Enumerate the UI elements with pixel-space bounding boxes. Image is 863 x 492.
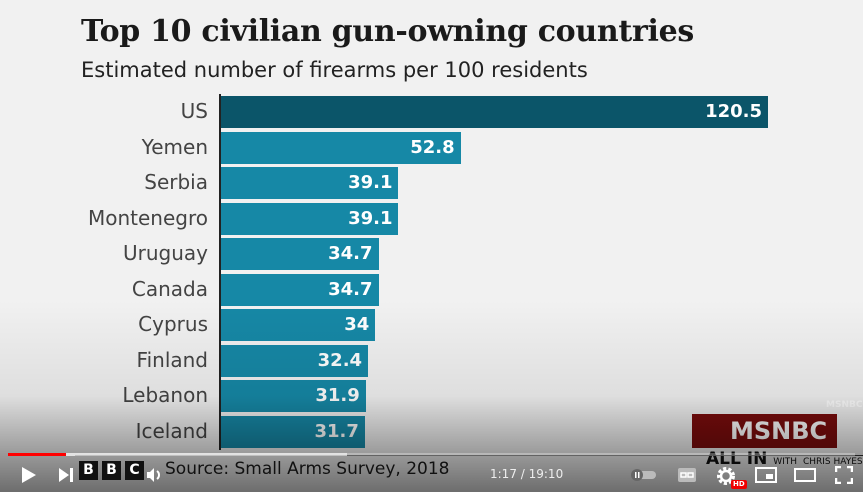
bar-uruguay: 34.7 (221, 238, 379, 270)
data-label: 31.9 (315, 385, 360, 406)
bar-serbia: 39.1 (221, 167, 399, 199)
msnbc-watermark: MSNBC (826, 400, 863, 410)
category-label: Uruguay (123, 241, 208, 265)
bar-iceland: 31.7 (221, 415, 365, 448)
category-label: Cyprus (138, 312, 208, 336)
fullscreen-icon[interactable] (835, 466, 853, 484)
bar-canada: 34.7 (221, 273, 379, 306)
category-label: Lebanon (122, 383, 208, 407)
captions-icon[interactable] (677, 467, 697, 483)
bar-us: 120.5 (221, 96, 768, 128)
chart-title: Top 10 civilian gun-owning countries (81, 14, 694, 49)
chart-source: Source: Small Arms Survey, 2018 (165, 459, 450, 479)
data-label: 120.5 (705, 101, 762, 122)
data-label: 32.4 (317, 349, 363, 371)
category-label: Finland (136, 347, 208, 372)
category-label: Canada (131, 276, 208, 301)
category-label: Serbia (144, 170, 208, 194)
bar-lebanon: 31.9 (221, 380, 366, 412)
bar-yemen: 52.8 (221, 131, 461, 164)
volume-icon[interactable] (146, 466, 164, 484)
time-display: 1:17 / 19:10 (490, 467, 564, 481)
category-label: Yemen (141, 134, 208, 159)
theater-icon[interactable] (794, 467, 816, 483)
bar-cyprus: 34 (221, 309, 376, 341)
hd-badge: HD (731, 480, 747, 489)
category-label: Montenegro (87, 205, 208, 230)
miniplayer-icon[interactable] (755, 467, 777, 483)
data-label: 34.7 (328, 243, 373, 264)
data-label: 34 (344, 314, 370, 335)
data-label: 34.7 (328, 278, 373, 300)
category-label: Iceland (135, 418, 208, 443)
msnbc-logo: MSNBC (692, 414, 837, 448)
data-label: 39.1 (348, 172, 393, 193)
next-icon[interactable] (57, 467, 75, 483)
played-bar (8, 453, 66, 456)
category-label: US (180, 99, 208, 123)
bar-montenegro: 39.1 (221, 202, 399, 235)
chart-subtitle: Estimated number of firearms per 100 res… (81, 58, 588, 82)
data-label: 31.7 (314, 420, 359, 442)
autoplay-toggle-icon[interactable] (630, 468, 658, 482)
data-label: 52.8 (410, 136, 455, 158)
y-axis-line (219, 94, 221, 450)
data-label: 39.1 (348, 207, 393, 229)
progress-bar[interactable] (8, 453, 855, 456)
play-icon[interactable] (18, 465, 38, 485)
bar-finland: 32.4 (221, 344, 369, 377)
